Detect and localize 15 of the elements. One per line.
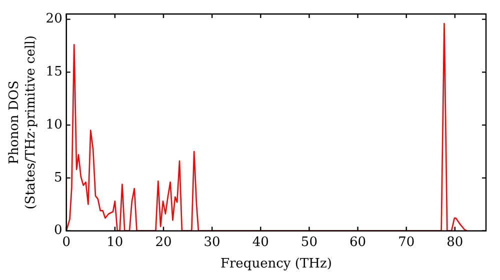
y-tick-label: 0 [54,223,62,238]
y-tick-label: 10 [46,117,62,132]
x-tick-label: 20 [155,234,172,250]
y-tick-label: 5 [54,170,62,186]
y-tick-label: 15 [46,64,62,80]
x-tick-label: 10 [106,234,124,250]
x-tick-label: 80 [446,234,464,250]
x-axis-title: Frequency (THz) [220,256,332,272]
x-tick-label: 50 [300,234,318,250]
x-tick-label: 30 [204,234,220,250]
y-tick-label: 20 [46,12,62,27]
x-tick-label: 40 [252,234,269,250]
y-axis-title: Phonon DOS (States/THz·primitive cell) [6,35,39,210]
x-tick-label: 70 [398,234,415,250]
x-tick-label: 60 [350,234,366,250]
